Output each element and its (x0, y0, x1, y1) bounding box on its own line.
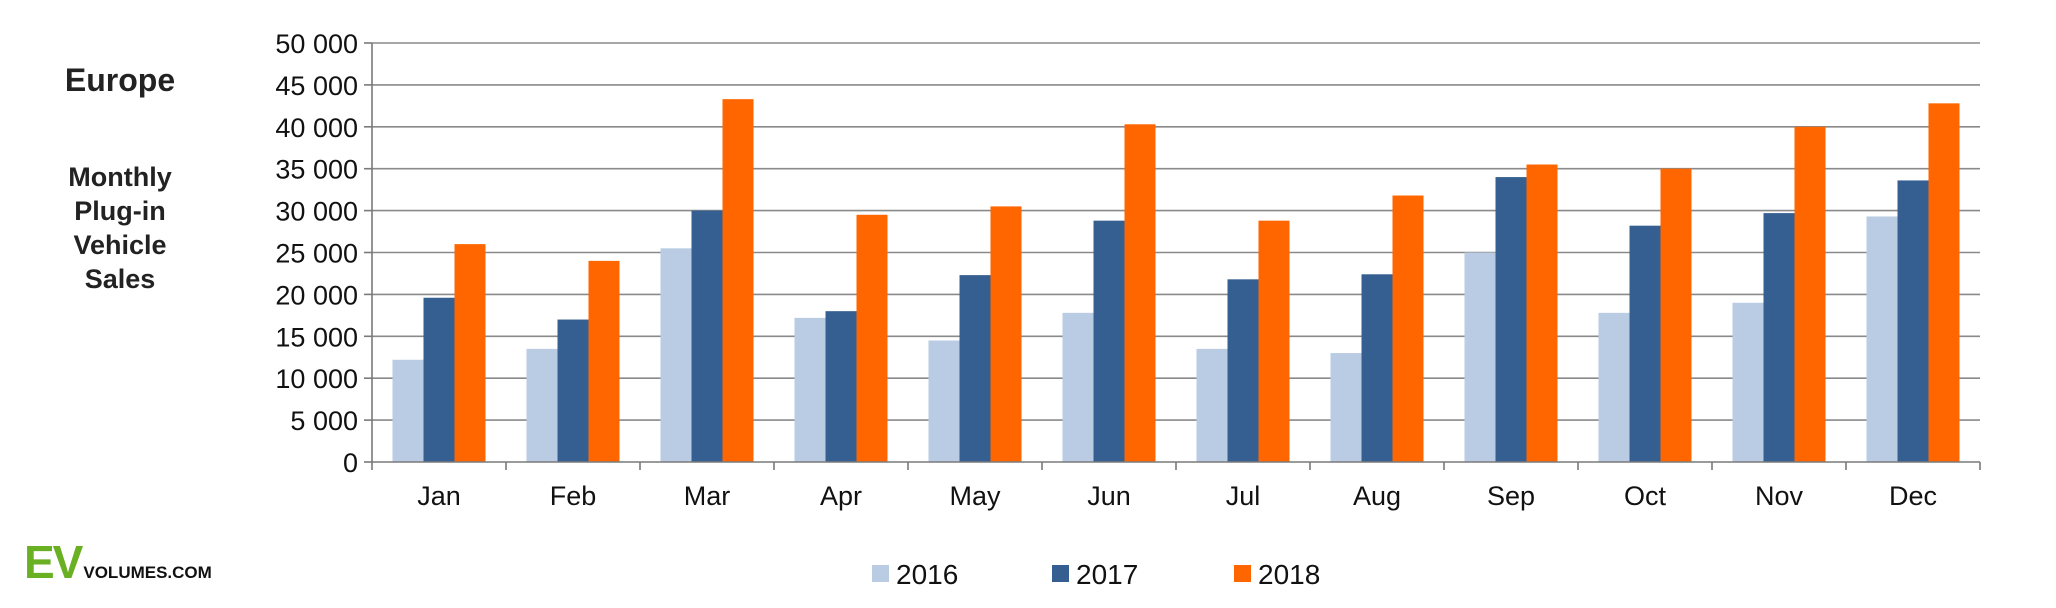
y-tick-label: 10 000 (275, 364, 358, 394)
bar-2018-May (990, 206, 1022, 462)
bar-2018-Jan (454, 244, 486, 462)
chart-region-title: Europe (64, 62, 176, 98)
bar-2017-Jun (1093, 220, 1125, 462)
x-tick-label: Aug (1353, 481, 1401, 511)
bar-2018-Nov (1794, 126, 1826, 463)
bars (392, 99, 1960, 463)
legend-swatch-2017 (1052, 565, 1069, 582)
x-tick-label: Nov (1755, 481, 1804, 511)
x-axis-labels: Jan Feb Mar Apr May Jun Jul Aug Sep Oct Nov Dec (417, 481, 1937, 511)
bar-2018-Mar (722, 99, 754, 463)
legend: 2016 2017 2018 (872, 559, 1320, 590)
bar-2017-Aug (1361, 274, 1393, 462)
bar-2016-May (928, 340, 960, 462)
y-tick-label: 35 000 (275, 155, 358, 185)
x-tick-label: Mar (684, 481, 731, 511)
y-tick-label: 15 000 (275, 322, 358, 352)
bar-2016-Nov (1732, 302, 1764, 462)
bar-2016-Jul (1196, 348, 1228, 462)
bar-2016-Mar (660, 248, 692, 462)
legend-label-2018: 2018 (1258, 559, 1320, 590)
gridlines (372, 42, 1980, 421)
bar-2018-Sep (1526, 164, 1558, 462)
legend-swatch-2018 (1234, 565, 1251, 582)
x-tick-label: Dec (1889, 481, 1937, 511)
bar-2017-Oct (1629, 225, 1661, 462)
bar-2017-Jul (1227, 279, 1259, 462)
ev-volumes-logo: EV VOLUMES.COM (24, 535, 212, 588)
logo-mark: EV (24, 536, 83, 588)
x-tick-label: Jan (417, 481, 461, 511)
bar-2016-Jan (392, 359, 424, 462)
bar-2018-Dec (1928, 103, 1960, 462)
y-tick-label: 30 000 (275, 197, 358, 227)
legend-label-2017: 2017 (1076, 559, 1138, 590)
chart-subtitle: Monthly Plug-in Vehicle Sales (20, 160, 220, 296)
x-tick-label: Jul (1226, 481, 1261, 511)
bar-2017-May (959, 275, 991, 462)
x-tick-label: Feb (550, 481, 597, 511)
bar-2016-Dec (1866, 216, 1898, 462)
x-tick-label: Oct (1624, 481, 1667, 511)
bar-2017-Mar (691, 210, 723, 462)
bar-2017-Nov (1763, 213, 1795, 462)
legend-label-2016: 2016 (896, 559, 958, 590)
bar-2017-Feb (557, 319, 589, 462)
x-tick-label: Jun (1087, 481, 1131, 511)
x-tick-label: May (949, 481, 1001, 511)
x-tick-label: Sep (1487, 481, 1535, 511)
bar-2018-Oct (1660, 168, 1692, 462)
bar-2018-Jul (1258, 220, 1290, 462)
y-tick-label: 5 000 (290, 406, 358, 436)
y-tick-label: 50 000 (275, 29, 358, 59)
bar-2016-Jun (1062, 312, 1094, 462)
bar-2016-Oct (1598, 312, 1630, 462)
bar-2016-Feb (526, 348, 558, 462)
bar-2017-Dec (1897, 180, 1929, 462)
subtitle-line: Monthly (68, 162, 172, 192)
bar-2016-Aug (1330, 353, 1362, 462)
bar-2018-Jun (1124, 124, 1156, 462)
bar-2018-Aug (1392, 195, 1424, 463)
y-axis-ticks: 0 5 000 10 000 15 000 20 000 25 000 30 000 35 0… (275, 29, 372, 478)
subtitle-line: Plug-in (74, 196, 166, 226)
bar-2016-Apr (794, 317, 826, 462)
bar-2016-Sep (1464, 252, 1496, 462)
y-tick-label: 25 000 (275, 239, 358, 269)
bar-2018-Feb (588, 260, 620, 462)
subtitle-line: Vehicle (73, 230, 167, 260)
logo-text: VOLUMES.COM (83, 563, 212, 582)
x-tick-label: Apr (820, 481, 862, 511)
bar-2018-Apr (856, 214, 888, 462)
y-tick-label: 40 000 (275, 113, 358, 143)
bar-2017-Sep (1495, 177, 1527, 462)
y-tick-label: 45 000 (275, 71, 358, 101)
bar-2017-Jan (423, 297, 455, 462)
y-tick-label: 0 (343, 448, 358, 478)
y-tick-label: 20 000 (275, 280, 358, 310)
subtitle-line: Sales (84, 264, 156, 294)
bar-2017-Apr (825, 311, 857, 462)
legend-swatch-2016 (872, 565, 889, 582)
